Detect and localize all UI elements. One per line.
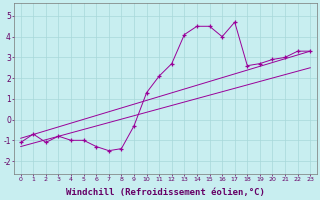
X-axis label: Windchill (Refroidissement éolien,°C): Windchill (Refroidissement éolien,°C) xyxy=(66,188,265,197)
